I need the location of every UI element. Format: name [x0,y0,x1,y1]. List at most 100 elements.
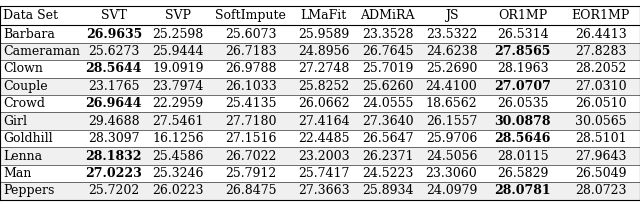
Text: EOR1MP: EOR1MP [572,9,630,22]
Text: Data Set: Data Set [3,9,58,22]
Text: 23.5322: 23.5322 [426,28,477,41]
Text: 25.7019: 25.7019 [362,62,413,75]
Text: 26.0510: 26.0510 [575,97,627,110]
Text: 27.8565: 27.8565 [495,45,551,58]
Text: 26.7022: 26.7022 [225,150,276,163]
Text: Goldhill: Goldhill [3,132,53,145]
Text: 25.7912: 25.7912 [225,167,276,180]
Text: 26.9644: 26.9644 [86,97,142,110]
Text: 27.0310: 27.0310 [575,80,627,93]
Text: 25.9444: 25.9444 [152,45,204,58]
Text: 25.4135: 25.4135 [225,97,276,110]
Text: 28.3097: 28.3097 [88,132,140,145]
Text: 28.5101: 28.5101 [575,132,627,145]
Text: 26.5829: 26.5829 [497,167,548,180]
Bar [0,95,640,112]
Text: 23.3060: 23.3060 [426,167,477,180]
Text: 24.6238: 24.6238 [426,45,477,58]
Text: 26.7183: 26.7183 [225,45,276,58]
Text: 25.8934: 25.8934 [362,184,413,197]
Text: 27.7180: 27.7180 [225,115,276,128]
Text: LMaFit: LMaFit [300,9,347,22]
Bar [0,147,640,165]
Text: 26.5314: 26.5314 [497,28,548,41]
Text: 22.4485: 22.4485 [298,132,349,145]
Text: 19.0919: 19.0919 [152,62,204,75]
Text: SVT: SVT [101,9,127,22]
Bar [0,43,640,60]
Text: 16.1256: 16.1256 [152,132,204,145]
Text: 26.4413: 26.4413 [575,28,627,41]
Text: 24.0555: 24.0555 [362,97,413,110]
Text: 25.6273: 25.6273 [88,45,140,58]
Text: OR1MP: OR1MP [498,9,547,22]
Text: 28.0781: 28.0781 [494,184,551,197]
Text: 28.0115: 28.0115 [497,150,548,163]
Text: ADMiRA: ADMiRA [360,9,415,22]
Text: 26.0223: 26.0223 [152,184,204,197]
Text: 26.7645: 26.7645 [362,45,413,58]
Text: SoftImpute: SoftImpute [215,9,286,22]
Text: 26.1033: 26.1033 [225,80,276,93]
Text: 24.5056: 24.5056 [426,150,477,163]
Text: 25.9589: 25.9589 [298,28,349,41]
Bar [0,182,640,200]
Text: 25.8252: 25.8252 [298,80,349,93]
Bar [0,165,640,182]
Text: 24.4100: 24.4100 [426,80,477,93]
Text: 27.2748: 27.2748 [298,62,349,75]
Text: 28.0723: 28.0723 [575,184,627,197]
Text: 28.5646: 28.5646 [495,132,551,145]
Text: 28.2052: 28.2052 [575,62,627,75]
Text: 18.6562: 18.6562 [426,97,477,110]
Text: 27.3663: 27.3663 [298,184,349,197]
Text: 23.3528: 23.3528 [362,28,413,41]
Bar [0,112,640,130]
Text: 25.2690: 25.2690 [426,62,477,75]
Text: 23.2003: 23.2003 [298,150,349,163]
Text: 25.9706: 25.9706 [426,132,477,145]
Text: 26.0535: 26.0535 [497,97,548,110]
Text: 25.7202: 25.7202 [88,184,140,197]
Text: 26.5647: 26.5647 [362,132,413,145]
Text: 26.2371: 26.2371 [362,150,413,163]
Text: Lenna: Lenna [3,150,42,163]
Text: SVP: SVP [164,9,191,22]
Text: 27.3640: 27.3640 [362,115,413,128]
Text: 27.0707: 27.0707 [494,80,551,93]
Text: Crowd: Crowd [3,97,45,110]
Text: 25.6073: 25.6073 [225,28,276,41]
Text: JS: JS [445,9,458,22]
Text: Cameraman: Cameraman [3,45,80,58]
Text: 26.0662: 26.0662 [298,97,349,110]
Bar [0,130,640,147]
Text: 24.0979: 24.0979 [426,184,477,197]
Text: 28.1832: 28.1832 [86,150,142,163]
Text: 26.9635: 26.9635 [86,28,142,41]
Text: 24.8956: 24.8956 [298,45,349,58]
Text: 30.0565: 30.0565 [575,115,627,128]
Text: Peppers: Peppers [3,184,54,197]
Text: 27.4164: 27.4164 [298,115,349,128]
Text: Girl: Girl [3,115,27,128]
Text: 25.4586: 25.4586 [152,150,204,163]
Text: 27.9643: 27.9643 [575,150,627,163]
Text: 26.8475: 26.8475 [225,184,276,197]
Text: 26.5049: 26.5049 [575,167,627,180]
Text: 26.1557: 26.1557 [426,115,477,128]
Text: 27.8283: 27.8283 [575,45,627,58]
Text: 25.6260: 25.6260 [362,80,413,93]
Text: 27.5461: 27.5461 [152,115,204,128]
Text: 23.1765: 23.1765 [88,80,140,93]
Bar [0,60,640,78]
Text: 26.9788: 26.9788 [225,62,276,75]
Text: 28.1963: 28.1963 [497,62,548,75]
Text: 28.5644: 28.5644 [86,62,142,75]
Text: Couple: Couple [3,80,48,93]
Text: 30.0878: 30.0878 [495,115,551,128]
Bar [0,78,640,95]
Text: Clown: Clown [3,62,43,75]
Text: 24.5223: 24.5223 [362,167,413,180]
Bar [0,25,640,43]
Text: Man: Man [3,167,31,180]
